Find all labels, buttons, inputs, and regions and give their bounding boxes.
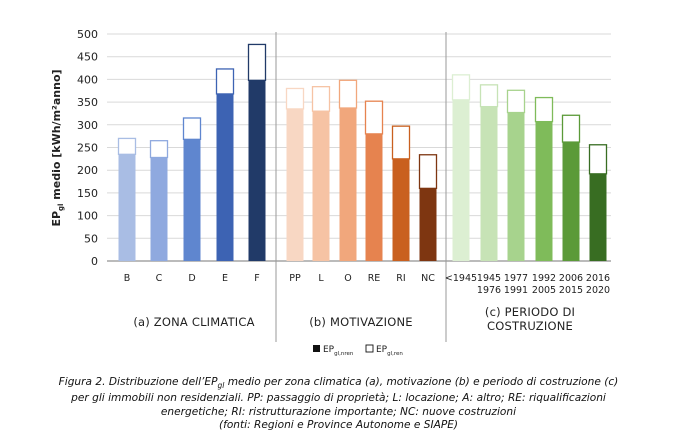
- y-tick-label: 500: [77, 28, 98, 41]
- y-tick-label: 250: [77, 142, 98, 155]
- bar-nren-segment: [452, 99, 470, 261]
- bar-ren-segment: [479, 84, 499, 108]
- x-tick-label: O: [344, 273, 351, 284]
- legend-label-nren: EPgl,nren: [323, 345, 354, 357]
- bar-ren-segment: [285, 87, 305, 110]
- bar-nren-segment: [118, 154, 136, 261]
- y-tick-label: 100: [77, 210, 98, 223]
- bar-nren-segment: [480, 106, 498, 261]
- bar-nren-segment: [419, 188, 437, 261]
- bar-nren-segment: [248, 80, 266, 261]
- bar-nren-segment: [216, 93, 234, 261]
- bar-ren-segment: [182, 117, 202, 140]
- x-tick-label: D: [188, 273, 195, 284]
- legend-swatch-nren: [313, 345, 320, 352]
- x-tick-label: RE: [368, 273, 381, 284]
- bar-ren-segment: [149, 140, 169, 159]
- x-tick-label: 2016: [586, 273, 610, 284]
- bar-ren-segment: [418, 154, 438, 190]
- x-tick-label: E: [222, 273, 228, 284]
- bar-nren-segment: [183, 139, 201, 261]
- y-tick-label: 50: [84, 232, 98, 245]
- bar-ren-segment: [506, 89, 526, 114]
- bar-ren-segment: [391, 125, 411, 160]
- y-tick-label: 0: [91, 255, 98, 268]
- x-tick-label: 2015: [559, 285, 583, 296]
- y-tick-label: 300: [77, 119, 98, 132]
- x-tick-label: 1977: [504, 273, 528, 284]
- group-title: (a) ZONA CLIMATICA: [133, 315, 254, 329]
- y-tick-label: 200: [77, 164, 98, 177]
- x-tick-label: C: [156, 273, 163, 284]
- bar-ren-segment: [215, 68, 235, 95]
- bar-nren-segment: [589, 173, 607, 261]
- x-tick-label: 2005: [532, 285, 556, 296]
- x-tick-label: L: [318, 273, 324, 284]
- bar-ren-segment: [364, 100, 384, 135]
- group-title: COSTRUZIONE: [487, 319, 573, 333]
- x-tick-label: RI: [396, 273, 405, 284]
- bar-ren-segment: [117, 137, 137, 155]
- bar-ren-segment: [561, 114, 581, 143]
- bar-ren-segment: [588, 144, 608, 175]
- y-tick-label: 350: [77, 96, 98, 109]
- bar-nren-segment: [365, 133, 383, 261]
- y-tick-label: 150: [77, 187, 98, 200]
- bar-nren-segment: [507, 112, 525, 262]
- y-tick-label: 400: [77, 73, 98, 86]
- bar-nren-segment: [150, 157, 168, 261]
- bar-nren-segment: [562, 142, 580, 261]
- bar-ren-segment: [451, 74, 471, 101]
- y-tick-label: 450: [77, 51, 98, 64]
- caption-line-3: energetiche; RI: ristrutturazione import…: [160, 405, 517, 418]
- group-title: (c) PERIODO DI: [485, 305, 575, 319]
- x-tick-label: 1945: [477, 273, 501, 284]
- legend-label-ren: EPgl,ren: [376, 345, 403, 357]
- x-tick-label: 2020: [586, 285, 610, 296]
- caption-line-2: per gli immobili non residenziali. PP: p…: [71, 392, 606, 405]
- bar-nren-segment: [339, 108, 357, 261]
- x-tick-label: 1992: [532, 273, 556, 284]
- bar-ren-segment: [534, 96, 554, 123]
- caption-text: medio per zona climatica (a), motivazion…: [224, 376, 619, 388]
- bar-ren-segment: [338, 79, 358, 109]
- x-tick-label: 2006: [559, 273, 583, 284]
- y-axis-label: EPgl medio [kWh/m²anno]: [50, 69, 65, 226]
- caption-line-4: (fonti: Regioni e Province Autonome e SI…: [218, 418, 459, 431]
- x-tick-label: NC: [421, 273, 435, 284]
- x-tick-label: PP: [289, 273, 301, 284]
- caption-subscript: gl: [217, 381, 225, 391]
- legend-swatch-ren: [365, 344, 374, 353]
- bar-nren-segment: [312, 111, 330, 262]
- caption-text: Figura 2. Distribuzione dell’EP: [58, 376, 218, 388]
- figure-caption: Figura 2. Distribuzione dell’EPgl medio …: [0, 376, 677, 432]
- bar-chart: 0 50 100 150 200 250 300 350 400 450 500 EPgl medio…: [50, 28, 611, 357]
- bar-nren-segment: [392, 158, 410, 261]
- x-tick-label: <1945: [445, 273, 477, 284]
- x-tick-label: 1976: [477, 285, 501, 296]
- bar-ren-segment: [311, 86, 331, 112]
- x-tick-label: 1991: [504, 285, 528, 296]
- x-tick-label: F: [254, 273, 259, 284]
- bar-nren-segment: [286, 108, 304, 261]
- bar-nren-segment: [535, 121, 553, 261]
- caption-line-1: Figura 2. Distribuzione dell’EPgl medio …: [0, 376, 677, 392]
- x-tick-label: B: [124, 273, 131, 284]
- group-title: (b) MOTIVAZIONE: [309, 315, 413, 329]
- bar-ren-segment: [247, 43, 267, 81]
